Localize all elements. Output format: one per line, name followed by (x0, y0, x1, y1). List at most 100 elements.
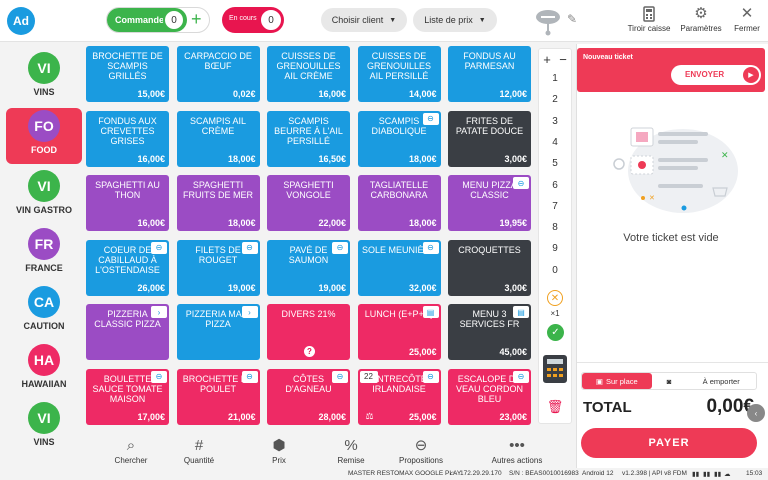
keypad-key-7[interactable]: 7 (552, 200, 558, 212)
keypad-key-1[interactable]: 1 (552, 73, 558, 84)
empty-ticket-illustration: ✕ ✕ (613, 127, 738, 213)
in-progress-count: 0 (259, 8, 283, 32)
product-name: Spaghetti fruits de mer (182, 180, 253, 200)
flag-nl-icon[interactable]: ▮▮ (714, 471, 722, 478)
link-icon: ⊖ (422, 370, 439, 383)
product-tile[interactable]: Coeur de cabillaud à l'ostendaise 26,00€ ⊖ (86, 239, 169, 296)
trash-icon[interactable]: 🗑︎ (546, 399, 564, 414)
status-bar: MASTER RESTOMAX GOOGLE PLAY ◠ 172.29.29.… (0, 468, 768, 480)
product-tile[interactable]: Côtes d'agneau 28,00€ ⊖ (267, 368, 350, 425)
product-name: Côtes d'agneau (285, 373, 332, 394)
flag-fr-icon[interactable]: ▮▮ (692, 471, 700, 478)
product-name: Sole meunière (361, 244, 437, 255)
product-tile[interactable]: Sole meunière 32,00€ ⊖ (357, 239, 441, 296)
category-2[interactable]: FO FOOD (6, 108, 82, 164)
product-tile[interactable]: Entrecôte irlandaise 25,00€ ⊖ 22 ⚖ (357, 368, 441, 425)
product-tile[interactable]: Menu pizza classic 19,95€ ⊖ (448, 175, 531, 231)
quantity-keypad: + − 1 2 3 4 5 6 7 8 9 0 ✕ ×1 ✓ 🗑︎ (538, 48, 572, 424)
toolbar-remise[interactable]: % Remise (326, 436, 376, 465)
product-tile[interactable]: Lunch (E+P+D) 25,00€ ▤ (357, 304, 441, 360)
edit-pencil-icon[interactable]: ✎ (567, 12, 578, 26)
product-tile[interactable]: Scampis beurre à l'ail persillé 16,50€ (267, 110, 350, 167)
category-3[interactable]: VI VIN GASTRO (6, 168, 82, 224)
product-tile[interactable]: Brochette de poulet 21,00€ ⊖ (176, 368, 260, 425)
product-tile[interactable]: Spaghetti vongole 22,00€ (267, 175, 350, 231)
category-name: FOOD (31, 145, 57, 155)
mode-camera[interactable]: ◙ (652, 373, 687, 389)
category-7[interactable]: VI VINS (6, 400, 82, 456)
client-select-label: Choisir client (331, 15, 384, 25)
flag-uk-icon[interactable]: ▮▮ (703, 471, 711, 478)
mode-on-site[interactable]: ▣ Sur place (582, 373, 652, 389)
send-button[interactable]: ENVOYER ▶ (671, 65, 761, 85)
category-name: HAWAIIAN (21, 379, 67, 389)
product-tile[interactable]: Filets de rouget 19,00€ ⊖ (176, 239, 260, 296)
client-select[interactable]: Choisir client ▼ (321, 8, 407, 32)
keypad-key-9[interactable]: 9 (552, 243, 558, 255)
product-tile[interactable]: Pizzeria maxi pizza › (176, 304, 260, 360)
keypad-key-3[interactable]: 3 (552, 115, 558, 127)
product-name: Cuisses de grenouilles ail crème (276, 51, 341, 81)
product-tile[interactable]: Cuisses de grenouilles ail crème 16,00€ (267, 46, 350, 102)
category-5[interactable]: CA CAUTION (6, 284, 82, 340)
product-tile[interactable]: Boulette sauce tomate maison 17,00€ ⊖ (86, 368, 169, 425)
category-6[interactable]: HA HAWAIIAN (6, 342, 82, 398)
product-tile[interactable]: Cuisses de grenouilles ail persillé 14,00… (357, 46, 441, 102)
in-progress-button[interactable]: En cours 0 (222, 7, 284, 33)
price-list-select[interactable]: Liste de prix ▼ (413, 8, 497, 32)
ticket-panel: Nouveau ticket ENVOYER ▶ ✕ ✕ Votre ticke… (576, 44, 768, 468)
product-tile[interactable]: Escalope de veau cordon bleu 23,00€ ⊖ (448, 368, 531, 425)
keypad-key-5[interactable]: 5 (552, 158, 558, 170)
status-device: MASTER RESTOMAX GOOGLE PLAY (348, 470, 462, 477)
keypad-cancel-icon[interactable]: ✕ (547, 290, 563, 306)
product-tile[interactable]: Pizzeria classic pizza › (86, 304, 169, 360)
product-tile[interactable]: Pavé de saumon 19,00€ ⊖ (267, 239, 350, 296)
product-tile[interactable]: Croquettes 3,00€ (448, 239, 531, 296)
keypad-key-0[interactable]: 0 (552, 264, 558, 276)
keypad-key-4[interactable]: 4 (552, 136, 558, 148)
keypad-top: + − (539, 52, 571, 67)
product-tile[interactable]: Frites de patate douce 3,00€ (448, 110, 531, 167)
keypad-plus[interactable]: + (543, 52, 551, 67)
keypad-key-8[interactable]: 8 (552, 222, 558, 234)
toolbar-autres-actions[interactable]: ••• Autres actions (484, 436, 550, 465)
user-avatar[interactable]: Ad (7, 7, 35, 35)
add-order-icon[interactable]: + (191, 9, 202, 29)
toolbar-prix[interactable]: ⬢ Prix (254, 436, 304, 465)
settings-label: Paramètres (680, 24, 722, 33)
calculator-icon[interactable] (543, 355, 567, 383)
category-badge: FR (28, 228, 60, 260)
keypad-minus[interactable]: − (559, 52, 567, 67)
close-button[interactable]: ✕ Fermer (731, 4, 763, 33)
product-tile[interactable]: Spaghetti fruits de mer 18,00€ (176, 175, 260, 231)
orders-button[interactable]: Commandes 0 + (106, 7, 210, 33)
product-tile[interactable]: Fondus au parmesan 12,00€ (448, 46, 531, 102)
product-tile[interactable]: Tagliatelle carbonara 18,00€ (357, 175, 441, 231)
cash-drawer-button[interactable]: Tiroir caisse (626, 4, 672, 33)
category-badge: VI (28, 52, 60, 84)
cloud-sync-icon[interactable] (533, 6, 563, 36)
product-tile[interactable]: Carpaccio de bœuf 0,02€ (176, 46, 260, 102)
keypad-confirm-icon[interactable]: ✓ (547, 324, 564, 341)
mode-takeaway[interactable]: À emporter (686, 373, 756, 389)
link-icon: ⊖ (513, 177, 529, 189)
product-tile[interactable]: Divers 21%? (267, 304, 350, 360)
pay-button[interactable]: PAYER (581, 428, 757, 458)
toolbar-propositions[interactable]: ⊖ Propositions (396, 436, 446, 465)
toolbar-quantité[interactable]: # Quantité (174, 436, 224, 465)
product-tile[interactable]: Scampis diabolique 18,00€ ⊖ (357, 110, 441, 167)
product-tile[interactable]: Scampis ail crème 18,00€ (176, 110, 260, 167)
product-tile[interactable]: Menu 3 services FR 45,00€ ▤ (448, 304, 531, 360)
category-4[interactable]: FR FRANCE (6, 226, 82, 282)
settings-button[interactable]: ⚙ Paramètres (679, 4, 723, 33)
product-tile[interactable]: Fondus aux crevettes grises 16,00€ (86, 110, 169, 167)
toolbar-chercher[interactable]: ⌕ Chercher (106, 436, 156, 465)
product-price: 17,00€ (137, 411, 165, 422)
keypad-key-2[interactable]: 2 (552, 94, 558, 106)
product-name: Brochette de scampis grillés (92, 51, 163, 81)
category-1[interactable]: VI VINS (6, 50, 82, 106)
product-tile[interactable]: Spaghetti au thon 16,00€ (86, 175, 169, 231)
side-handle-icon[interactable]: ‹ (747, 404, 765, 422)
keypad-key-6[interactable]: 6 (552, 179, 558, 191)
product-tile[interactable]: Brochette de scampis grillés 15,00€ (86, 46, 169, 102)
